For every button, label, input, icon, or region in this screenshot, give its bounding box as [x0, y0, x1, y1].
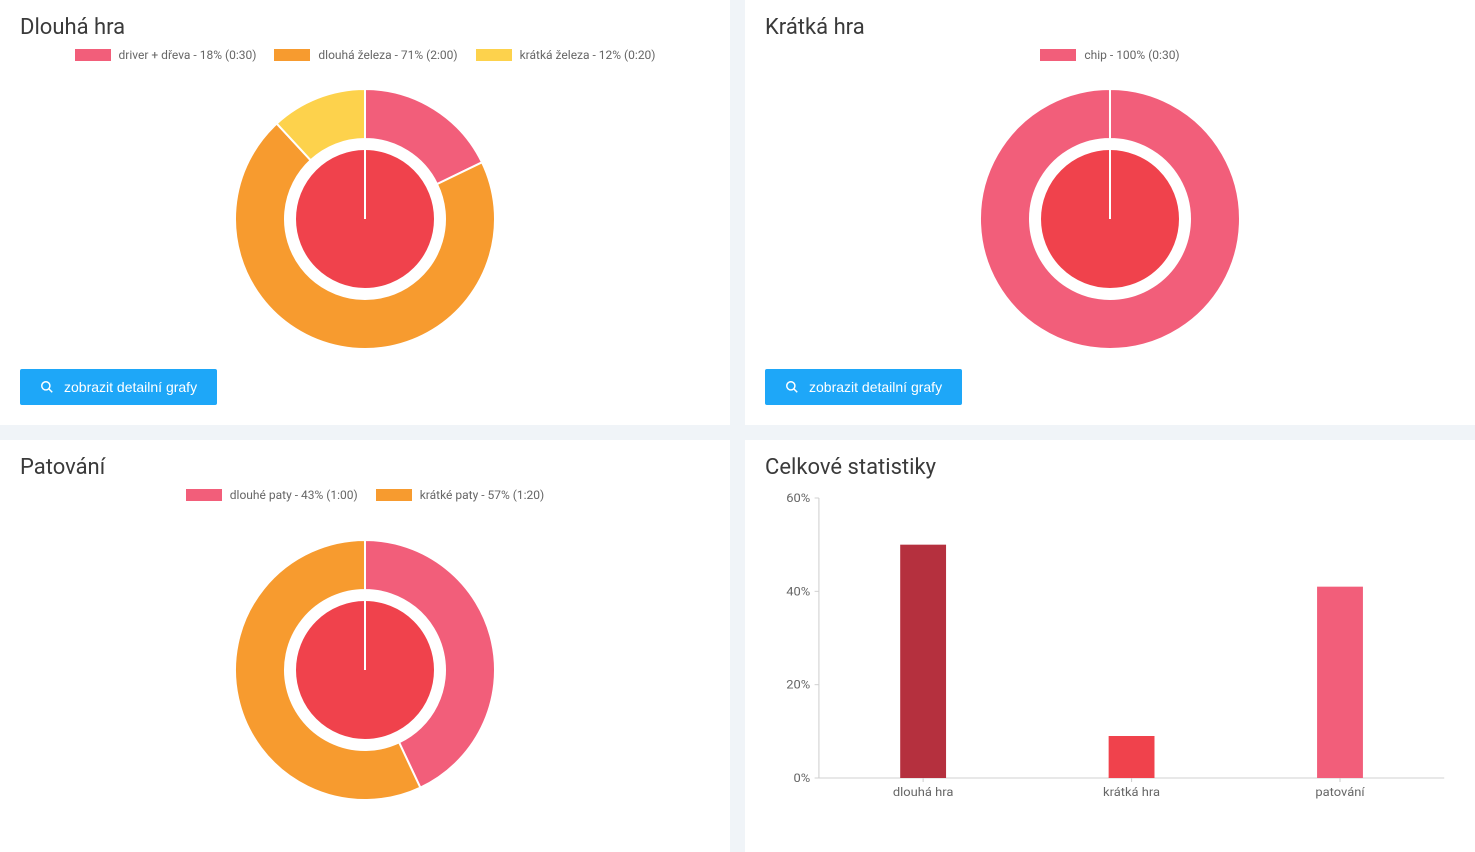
legend-swatch: [1040, 49, 1076, 61]
x-tick-label: dlouhá hra: [893, 785, 954, 799]
long-game-detail-button[interactable]: zobrazit detailní grafy: [20, 369, 217, 405]
short-game-chart: [765, 68, 1455, 369]
detail-button-label: zobrazit detailní grafy: [809, 379, 942, 395]
legend-swatch: [75, 49, 111, 61]
legend-label: krátké paty - 57% (1:20): [420, 488, 545, 502]
legend-label: driver + dřeva - 18% (0:30): [119, 48, 257, 62]
legend-label: krátká železa - 12% (0:20): [520, 48, 656, 62]
long-game-title: Dlouhá hra: [20, 15, 710, 40]
legend-swatch: [186, 489, 222, 501]
y-tick-label: 40%: [786, 585, 810, 599]
search-icon: [785, 380, 799, 394]
bar[interactable]: [900, 545, 946, 778]
short-game-title: Krátká hra: [765, 15, 1455, 40]
long-game-card: Dlouhá hra driver + dřeva - 18% (0:30) dl…: [0, 0, 730, 425]
short-game-detail-button[interactable]: zobrazit detailní grafy: [765, 369, 962, 405]
y-tick-label: 0%: [794, 771, 811, 785]
legend-label: chip - 100% (0:30): [1084, 48, 1179, 62]
legend-item[interactable]: krátké paty - 57% (1:20): [376, 488, 545, 502]
legend-item[interactable]: chip - 100% (0:30): [1040, 48, 1179, 62]
legend-swatch: [476, 49, 512, 61]
legend-item[interactable]: krátká železa - 12% (0:20): [476, 48, 656, 62]
putting-title: Patování: [20, 455, 710, 480]
legend-item[interactable]: dlouhá železa - 71% (2:00): [274, 48, 457, 62]
legend-swatch: [376, 489, 412, 501]
overall-stats-title: Celkové statistiky: [765, 455, 1455, 480]
long-game-legend: driver + dřeva - 18% (0:30) dlouhá železa…: [20, 48, 710, 62]
bar[interactable]: [1109, 736, 1155, 778]
legend-label: dlouhé paty - 43% (1:00): [230, 488, 358, 502]
short-game-legend: chip - 100% (0:30): [765, 48, 1455, 62]
putting-legend: dlouhé paty - 43% (1:00) krátké paty - 57…: [20, 488, 710, 502]
putting-chart: [20, 508, 710, 832]
search-icon: [40, 380, 54, 394]
bar[interactable]: [1317, 587, 1363, 778]
legend-item[interactable]: dlouhé paty - 43% (1:00): [186, 488, 358, 502]
legend-swatch: [274, 49, 310, 61]
legend-item[interactable]: driver + dřeva - 18% (0:30): [75, 48, 257, 62]
x-tick-label: krátká hra: [1103, 785, 1160, 799]
y-tick-label: 20%: [786, 678, 810, 692]
long-game-chart: [20, 68, 710, 369]
overall-stats-chart: 0% 20% 40% 60% dlouhá hra krátká hra patování: [765, 488, 1455, 808]
legend-label: dlouhá železa - 71% (2:00): [318, 48, 457, 62]
putting-card: Patování dlouhé paty - 43% (1:00) krátké …: [0, 440, 730, 852]
y-tick-label: 60%: [786, 491, 810, 505]
x-tick-label: patování: [1315, 785, 1365, 799]
overall-stats-card: Celkové statistiky 0% 20% 40% 60% dlouhá hra…: [745, 440, 1475, 852]
short-game-card: Krátká hra chip - 100% (0:30) zobrazit d…: [745, 0, 1475, 425]
detail-button-label: zobrazit detailní grafy: [64, 379, 197, 395]
